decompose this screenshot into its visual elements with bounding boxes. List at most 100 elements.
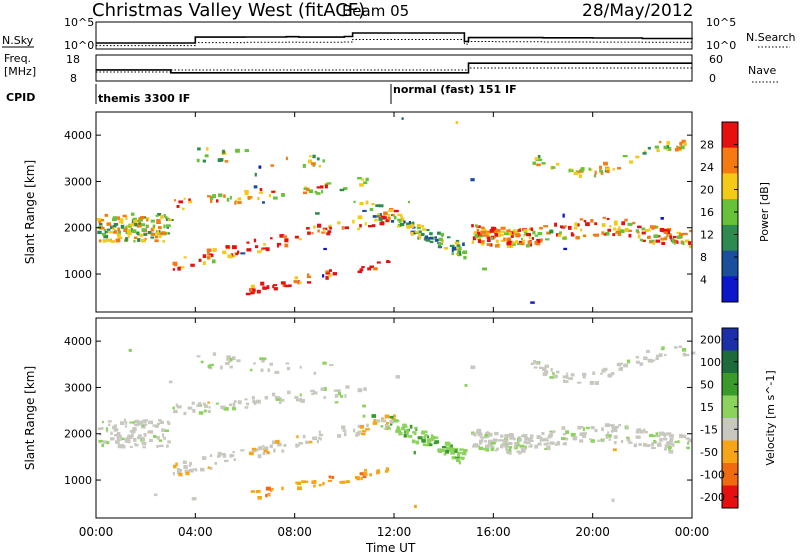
power-cell	[276, 242, 282, 246]
velocity-cell	[172, 472, 175, 476]
power-cell	[137, 238, 141, 242]
power-cell	[326, 182, 332, 185]
velocity-cell	[581, 433, 586, 436]
velocity-cell	[484, 440, 487, 443]
velocity-cell	[384, 469, 389, 473]
velocity-cell	[610, 372, 615, 376]
power-cell	[229, 195, 232, 200]
power-cell	[530, 301, 535, 304]
velocity-cell	[97, 427, 102, 430]
velocity-cell	[555, 442, 558, 446]
power-cell	[196, 158, 200, 163]
power-cell	[594, 170, 597, 175]
velocity-cell	[359, 472, 365, 476]
velocity-cell	[582, 432, 587, 435]
velocity-cell	[485, 447, 490, 452]
velocity-cell	[663, 433, 667, 438]
velocity-cell	[585, 426, 590, 430]
velocity-cell	[413, 431, 417, 435]
power-cells-group	[96, 117, 693, 304]
power-cell	[500, 230, 506, 233]
power-cell	[486, 232, 491, 236]
colorbar-tick-label: -50	[700, 446, 718, 459]
velocity-cell	[546, 442, 551, 445]
power-cell	[235, 252, 239, 256]
velocity-cell	[191, 497, 197, 501]
velocity-cell	[204, 404, 209, 408]
power-cell	[172, 268, 175, 271]
power-cell	[528, 236, 531, 239]
power-cell	[251, 290, 256, 294]
velocity-cell	[108, 423, 111, 427]
velocity-cell	[158, 419, 162, 422]
power-cell	[459, 251, 462, 256]
range-tick-label: 2000	[64, 222, 92, 235]
power-cell	[150, 236, 155, 239]
velocity-cell	[184, 469, 189, 473]
power-cell	[120, 224, 125, 229]
velocity-cell	[128, 348, 132, 352]
velocity-cell	[541, 367, 546, 371]
power-cell	[660, 217, 664, 220]
power-cell	[212, 248, 217, 252]
velocity-cell	[353, 428, 356, 433]
power-cell	[594, 233, 600, 237]
velocity-cell	[313, 371, 317, 375]
power-cell	[173, 263, 177, 267]
power-cell	[359, 183, 364, 187]
power-cell	[165, 216, 168, 219]
power-cell	[211, 259, 216, 264]
velocity-cell	[613, 441, 617, 445]
velocity-cell	[295, 444, 300, 447]
power-cell	[447, 236, 451, 239]
velocity-cell	[582, 372, 587, 377]
velocity-cell	[444, 449, 449, 454]
power-cell	[255, 245, 259, 249]
power-cell	[337, 221, 341, 225]
velocity-cell	[562, 379, 566, 383]
power-cell	[682, 241, 685, 245]
velocity-cell	[407, 435, 413, 438]
power-cell	[150, 219, 155, 223]
power-cell	[414, 230, 420, 233]
power-cell	[438, 242, 443, 245]
velocity-cell	[566, 372, 569, 375]
power-cell	[155, 232, 160, 235]
nsearch-label: N.Search	[746, 31, 796, 44]
velocity-cell	[659, 438, 663, 442]
power-cell	[309, 155, 312, 158]
velocity-cell	[609, 424, 613, 427]
velocity-cell	[166, 420, 169, 424]
freq-label-line2: [MHz]	[4, 65, 36, 78]
velocity-cell	[415, 440, 420, 445]
power-cell	[403, 220, 406, 224]
velocity-cell	[590, 426, 595, 430]
velocity-cell	[114, 424, 117, 428]
power-cell	[364, 222, 367, 226]
power-cell	[434, 236, 437, 239]
power-cell	[127, 229, 131, 234]
power-cell	[635, 155, 640, 159]
power-cell	[534, 234, 539, 237]
velocity-cell	[520, 447, 526, 451]
power-cell	[461, 251, 467, 254]
power-cell	[307, 231, 311, 235]
power-cell	[102, 239, 107, 243]
velocity-cell	[251, 450, 257, 453]
velocity-cell	[131, 432, 134, 435]
noise-left-tick-bottom: 10^0	[64, 39, 94, 52]
power-cell	[136, 224, 142, 228]
velocity-cell	[188, 464, 191, 467]
velocity-cell	[172, 406, 175, 410]
power-cell	[329, 226, 332, 230]
velocity-cell	[483, 436, 488, 439]
velocity-cell	[134, 442, 137, 446]
power-cell	[615, 231, 619, 234]
power-cell	[564, 225, 567, 228]
velocity-cell	[665, 442, 670, 446]
velocity-cell	[125, 437, 130, 442]
power-cell	[426, 229, 430, 232]
velocity-cell	[296, 398, 301, 402]
velocity-cell	[626, 436, 630, 439]
power-cell	[283, 235, 288, 238]
